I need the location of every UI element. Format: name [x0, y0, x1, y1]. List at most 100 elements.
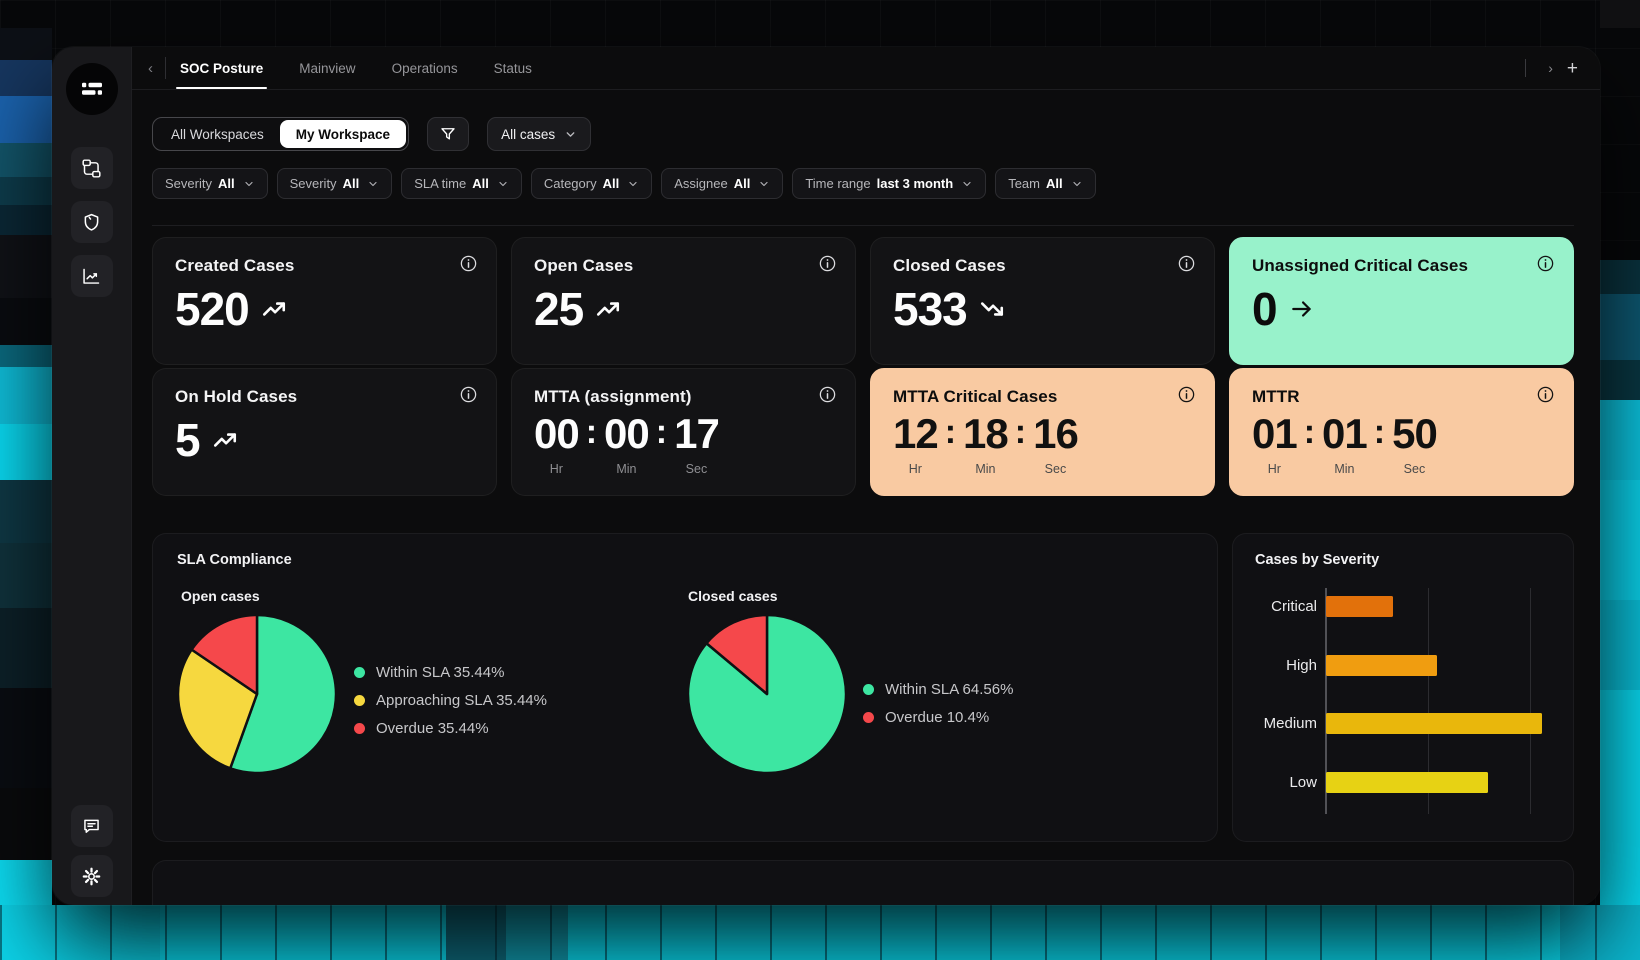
- pill-label: Severity: [289, 176, 337, 191]
- dashboard-tabs: SOC Posture Mainview Operations Status: [175, 47, 566, 89]
- info-icon[interactable]: [1536, 385, 1555, 404]
- filter-pill-team-6[interactable]: Team All: [995, 168, 1096, 199]
- filter-pill-sla-time-2[interactable]: SLA time All: [401, 168, 522, 199]
- info-icon[interactable]: [459, 385, 478, 404]
- filter-pill-category-3[interactable]: Category All: [530, 168, 653, 199]
- legend-text: Overdue 10.4%: [885, 709, 990, 726]
- chevron-down-icon: [627, 178, 639, 190]
- kpi-title: Closed Cases: [893, 256, 1006, 275]
- workspace-option-my-workspace[interactable]: My Workspace: [279, 120, 407, 148]
- cases-by-severity-panel: Cases by Severity Critical High Medium Low: [1232, 533, 1574, 842]
- time-unit-label: Min: [616, 462, 637, 476]
- main-area: ‹ SOC Posture Mainview Operations Status › …: [132, 47, 1600, 905]
- info-icon[interactable]: [1177, 254, 1196, 273]
- case-scope-dropdown[interactable]: All cases: [487, 117, 592, 151]
- kpi-card-on-hold-cases: On Hold Cases 5: [152, 368, 497, 496]
- tabs-scroll-back-icon[interactable]: ‹: [148, 59, 153, 77]
- severity-bar-critical: [1326, 596, 1393, 617]
- pill-value: All: [472, 176, 489, 191]
- shield-icon[interactable]: [70, 201, 113, 243]
- legend-dot: [863, 684, 874, 695]
- kpi-card-created-cases: Created Cases 520: [152, 237, 497, 365]
- mosaic-tile: [1600, 690, 1640, 905]
- chevron-down-icon: [758, 178, 770, 190]
- severity-bar-high: [1326, 654, 1437, 676]
- info-icon[interactable]: [818, 385, 837, 404]
- time-segment: 50: [1392, 410, 1438, 457]
- pill-label: Team: [1008, 176, 1040, 191]
- workflow-icon[interactable]: [70, 147, 113, 189]
- chevron-down-icon: [961, 178, 973, 190]
- mosaic-tile: [1600, 0, 1640, 28]
- mosaic-tile: [0, 543, 52, 608]
- time-segment: 16: [1033, 410, 1079, 457]
- tab-soc-posture[interactable]: SOC Posture: [175, 47, 268, 89]
- filter-pill-severity-0[interactable]: Severity All: [152, 168, 268, 199]
- time-unit-label: Hr: [908, 462, 922, 476]
- info-icon[interactable]: [459, 254, 478, 273]
- chevron-down-icon: [497, 178, 509, 190]
- time-unit-label: Sec: [685, 462, 708, 476]
- mosaic-tile: [0, 28, 52, 60]
- time-colon: :: [944, 413, 957, 451]
- kpi-card-open-cases: Open Cases 25: [511, 237, 856, 365]
- pill-label: Category: [543, 176, 597, 191]
- mosaic-tile: [0, 788, 52, 860]
- closed-cases-pie-chart: [685, 612, 849, 781]
- kpi-title: Created Cases: [175, 256, 295, 275]
- insights-chart-icon[interactable]: [70, 255, 113, 297]
- app-logo-icon[interactable]: [65, 63, 118, 115]
- kpi-title: MTTA (assignment): [534, 387, 692, 406]
- time-colon: :: [1303, 413, 1316, 451]
- pill-value: All: [733, 176, 751, 191]
- mosaic-tile: [1600, 294, 1640, 360]
- pill-label: Severity: [165, 176, 212, 191]
- mosaic-tile: [1600, 400, 1640, 480]
- filter-funnel-button[interactable]: [427, 117, 470, 151]
- severity-label-critical: Critical: [1271, 598, 1317, 615]
- pie-slice-within-sla: [228, 613, 338, 775]
- legend-text: Overdue 35.44%: [376, 720, 489, 737]
- tabs-scroll-forward-icon[interactable]: ›: [1548, 60, 1553, 76]
- severity-label-medium: Medium: [1263, 715, 1317, 732]
- pie-slice-overdue: [705, 613, 769, 696]
- kpi-value: 5: [175, 414, 201, 466]
- mosaic-tile: [0, 480, 52, 543]
- chat-feedback-icon[interactable]: [70, 805, 113, 847]
- mosaic-tile: [1600, 360, 1640, 400]
- time-colon: :: [1014, 413, 1027, 451]
- kpi-title: MTTR: [1252, 387, 1300, 406]
- tab-status[interactable]: Status: [492, 47, 534, 89]
- trend-up-icon: [595, 296, 621, 322]
- time-segment: 01: [1322, 410, 1368, 457]
- pie-slice-overdue: [190, 613, 259, 696]
- severity-gridline: [1427, 588, 1429, 814]
- filter-pill-time-range-5[interactable]: Time range last 3 month: [792, 168, 987, 199]
- pill-value: All: [602, 176, 620, 191]
- filter-pill-assignee-4[interactable]: Assignee All: [661, 168, 784, 199]
- info-icon[interactable]: [1177, 385, 1196, 404]
- mosaic-tile: [0, 177, 52, 205]
- pill-value: All: [342, 176, 360, 191]
- settings-gear-icon[interactable]: [70, 855, 113, 897]
- tab-operations[interactable]: Operations: [390, 47, 460, 89]
- info-icon[interactable]: [818, 254, 837, 273]
- dashboard-content: All Workspaces My Workspace All cases Sev…: [132, 90, 1600, 905]
- legend-dot: [863, 712, 874, 723]
- open-cases-label: Open cases: [181, 588, 260, 604]
- time-segment: 00: [534, 410, 580, 457]
- kpi-title: On Hold Cases: [175, 387, 298, 406]
- tabbar-right-controls: › +: [1525, 59, 1584, 78]
- kpi-card-mttr: MTTR 01 Hr:01 Min:50 Sec: [1229, 368, 1574, 496]
- info-icon[interactable]: [1536, 254, 1555, 273]
- workspace-option-all-workspaces[interactable]: All Workspaces: [171, 126, 264, 142]
- legend-dot: [354, 667, 365, 678]
- time-unit-label: Min: [1334, 462, 1355, 476]
- tabbar-right-divider: [1525, 59, 1527, 77]
- filter-pill-severity-1[interactable]: Severity All: [276, 168, 393, 199]
- legend-item-within-sla: Within SLA 64.56%: [863, 681, 1013, 698]
- tab-mainview[interactable]: Mainview: [297, 47, 357, 89]
- bottom-tile-seams: [0, 905, 1640, 960]
- add-dashboard-icon[interactable]: +: [1566, 57, 1578, 79]
